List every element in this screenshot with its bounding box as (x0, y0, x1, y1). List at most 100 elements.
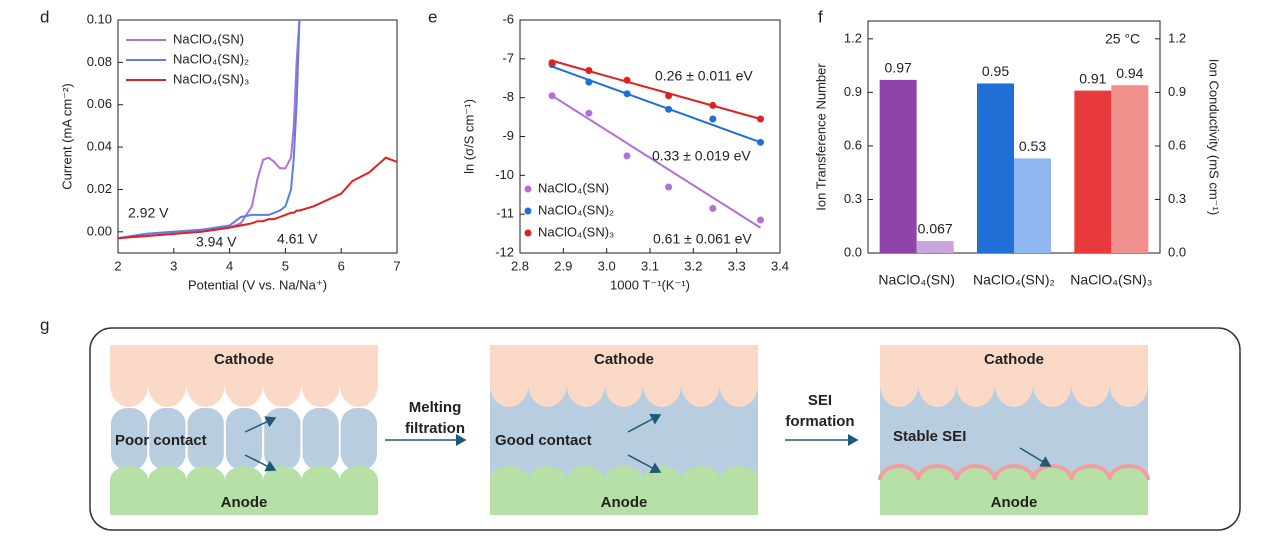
value-label: 0.94 (1116, 65, 1143, 81)
x-tick-label: 3 (170, 258, 177, 273)
electrolyte-particle (149, 408, 186, 470)
data-point (665, 105, 673, 113)
y-tick-label: 0.06 (87, 96, 112, 111)
bar (916, 241, 954, 253)
legend-swatch (524, 229, 532, 237)
electrolyte-particle (187, 408, 224, 470)
panel-letter: e (428, 7, 437, 26)
data-point (585, 66, 593, 74)
legend-label: NaClO₄(SN)₂ (173, 51, 249, 66)
fit-line (551, 65, 761, 144)
y-axis-label: ln (σ/S cm⁻¹) (461, 99, 476, 174)
y-tick-label: 0.04 (87, 139, 112, 154)
anode-label: Anode (601, 494, 648, 511)
electrolyte-particle (264, 408, 301, 470)
bar (977, 83, 1014, 253)
process-label: Melting (409, 399, 462, 416)
annotation: 0.61 ± 0.061 eV (653, 231, 752, 247)
y2-axis-label: Ion Conductivity (mS cm⁻¹) (1207, 59, 1222, 215)
x-tick-label: 7 (393, 258, 400, 273)
x-tick-label: 5 (282, 258, 289, 273)
cathode-label: Cathode (214, 351, 274, 368)
y-tick-label: 0.3 (844, 191, 862, 206)
x-tick-label: 6 (338, 258, 345, 273)
annotation: 25 °C (1105, 31, 1140, 47)
y-axis-label: Current (mA cm⁻²) (59, 83, 74, 190)
data-point (665, 183, 673, 191)
value-label: 0.067 (918, 221, 953, 237)
y-tick-label: -7 (502, 50, 514, 65)
y-tick-label: 0.10 (87, 11, 112, 26)
value-label: 0.53 (1019, 138, 1046, 154)
legend-swatch (524, 185, 532, 193)
y-tick-label: 0.02 (87, 181, 112, 196)
data-point (548, 92, 556, 100)
stage-label: Good contact (495, 432, 592, 449)
x-tick-label: 4 (226, 258, 233, 273)
anode-label: Anode (991, 494, 1038, 511)
data-point (757, 138, 764, 146)
y-tick-label: -9 (502, 128, 514, 143)
y-tick-label: 0.6 (844, 137, 862, 152)
data-point (757, 115, 764, 123)
legend-label: NaClO₄(SN) (538, 180, 609, 195)
x-tick-label: 3.2 (684, 258, 702, 273)
plot-frame (519, 19, 781, 254)
cathode (880, 345, 1148, 408)
x-tick-label: 3.3 (728, 258, 746, 273)
x-tick-label: 2 (114, 258, 121, 273)
panel-letter: g (40, 315, 49, 334)
stage-label: Poor contact (115, 432, 207, 449)
y2-tick-label: 0.3 (1168, 191, 1186, 206)
arrow (244, 416, 277, 433)
value-label: 0.95 (982, 63, 1009, 79)
anode (490, 466, 758, 515)
y2-tick-label: 1.2 (1168, 30, 1186, 45)
cathode (110, 345, 378, 408)
data-point (709, 204, 717, 212)
y-tick-label: 1.2 (844, 30, 862, 45)
electrolyte-particle (340, 408, 377, 470)
y2-tick-label: 0.9 (1168, 84, 1186, 99)
y-tick-label: -12 (495, 244, 514, 259)
x-tick-label: NaClO₄(SN)₂ (973, 272, 1055, 288)
annotation: 4.61 V (277, 231, 318, 247)
y-axis-label: Ion Transference Number (813, 63, 828, 211)
process-label: SEI (808, 392, 832, 409)
annotation: 0.26 ± 0.011 eV (655, 68, 753, 84)
data-point (623, 152, 631, 160)
bar (1074, 90, 1112, 253)
anode (880, 466, 1148, 515)
legend-label: NaClO₄(SN)₃ (538, 224, 614, 239)
data-point (548, 59, 556, 67)
annotation: 3.94 V (196, 234, 237, 250)
cathode-label: Cathode (594, 351, 654, 368)
y-tick-label: -8 (502, 89, 514, 104)
data-line (117, 156, 398, 240)
x-tick-label: NaClO₄(SN)₃ (1070, 272, 1152, 288)
y-tick-label: 0.0 (844, 244, 862, 259)
process-label: filtration (405, 420, 465, 437)
electrolyte-particle (225, 408, 263, 470)
cathode-label: Cathode (984, 351, 1044, 368)
y-tick-label: 0.9 (844, 84, 862, 99)
arrow (1019, 447, 1052, 467)
bar (879, 79, 917, 254)
sei-layer (878, 464, 1150, 481)
y2-tick-label: 0.6 (1168, 137, 1186, 152)
x-tick-label: 3.4 (771, 258, 789, 273)
y-tick-label: -11 (496, 206, 514, 221)
arrow (627, 413, 662, 433)
data-point (709, 101, 717, 109)
x-tick-label: NaClO₄(SN) (878, 272, 955, 288)
legend-label: NaClO₄(SN) (173, 31, 244, 46)
anode (110, 466, 378, 515)
data-point (665, 92, 673, 100)
data-point (585, 78, 593, 86)
bar (1111, 85, 1149, 253)
x-axis-label: 1000 T⁻¹(K⁻¹) (610, 277, 690, 292)
x-tick-label: 3.1 (641, 258, 659, 273)
data-point (709, 115, 717, 123)
legend-label: NaClO₄(SN)₂ (538, 202, 614, 217)
